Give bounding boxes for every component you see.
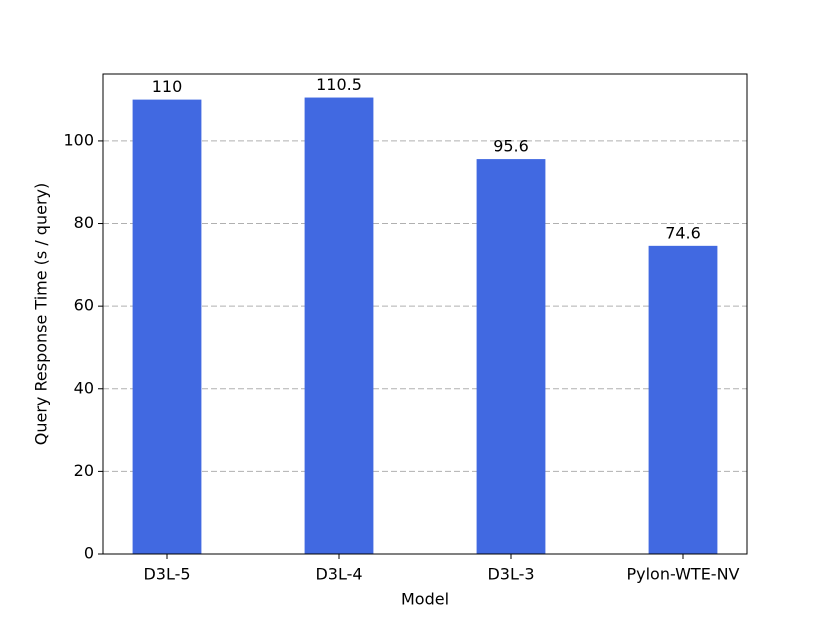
y-tick-label: 0 bbox=[84, 544, 94, 563]
y-tick-label: 80 bbox=[74, 213, 94, 232]
bar bbox=[476, 159, 546, 554]
x-axis-label: Model bbox=[401, 590, 449, 609]
data-label: 110 bbox=[152, 77, 183, 96]
data-label: 95.6 bbox=[493, 137, 529, 156]
y-tick-label: 40 bbox=[74, 378, 94, 397]
bar bbox=[648, 245, 718, 554]
y-tick-label: 60 bbox=[74, 296, 94, 315]
x-tick-label: D3L-4 bbox=[315, 565, 362, 584]
x-tick-label: D3L-5 bbox=[143, 565, 190, 584]
data-label: 74.6 bbox=[665, 223, 701, 242]
x-tick-label: Pylon-WTE-NV bbox=[626, 565, 739, 584]
plot-frame bbox=[102, 73, 748, 555]
y-tick-label: 100 bbox=[63, 130, 94, 149]
x-tick-label: D3L-3 bbox=[487, 565, 534, 584]
bar bbox=[304, 97, 374, 555]
y-tick-label: 20 bbox=[74, 461, 94, 480]
bar bbox=[132, 99, 202, 554]
y-axis-label: Query Response Time (s / query) bbox=[32, 183, 51, 445]
data-label: 110.5 bbox=[316, 75, 362, 94]
